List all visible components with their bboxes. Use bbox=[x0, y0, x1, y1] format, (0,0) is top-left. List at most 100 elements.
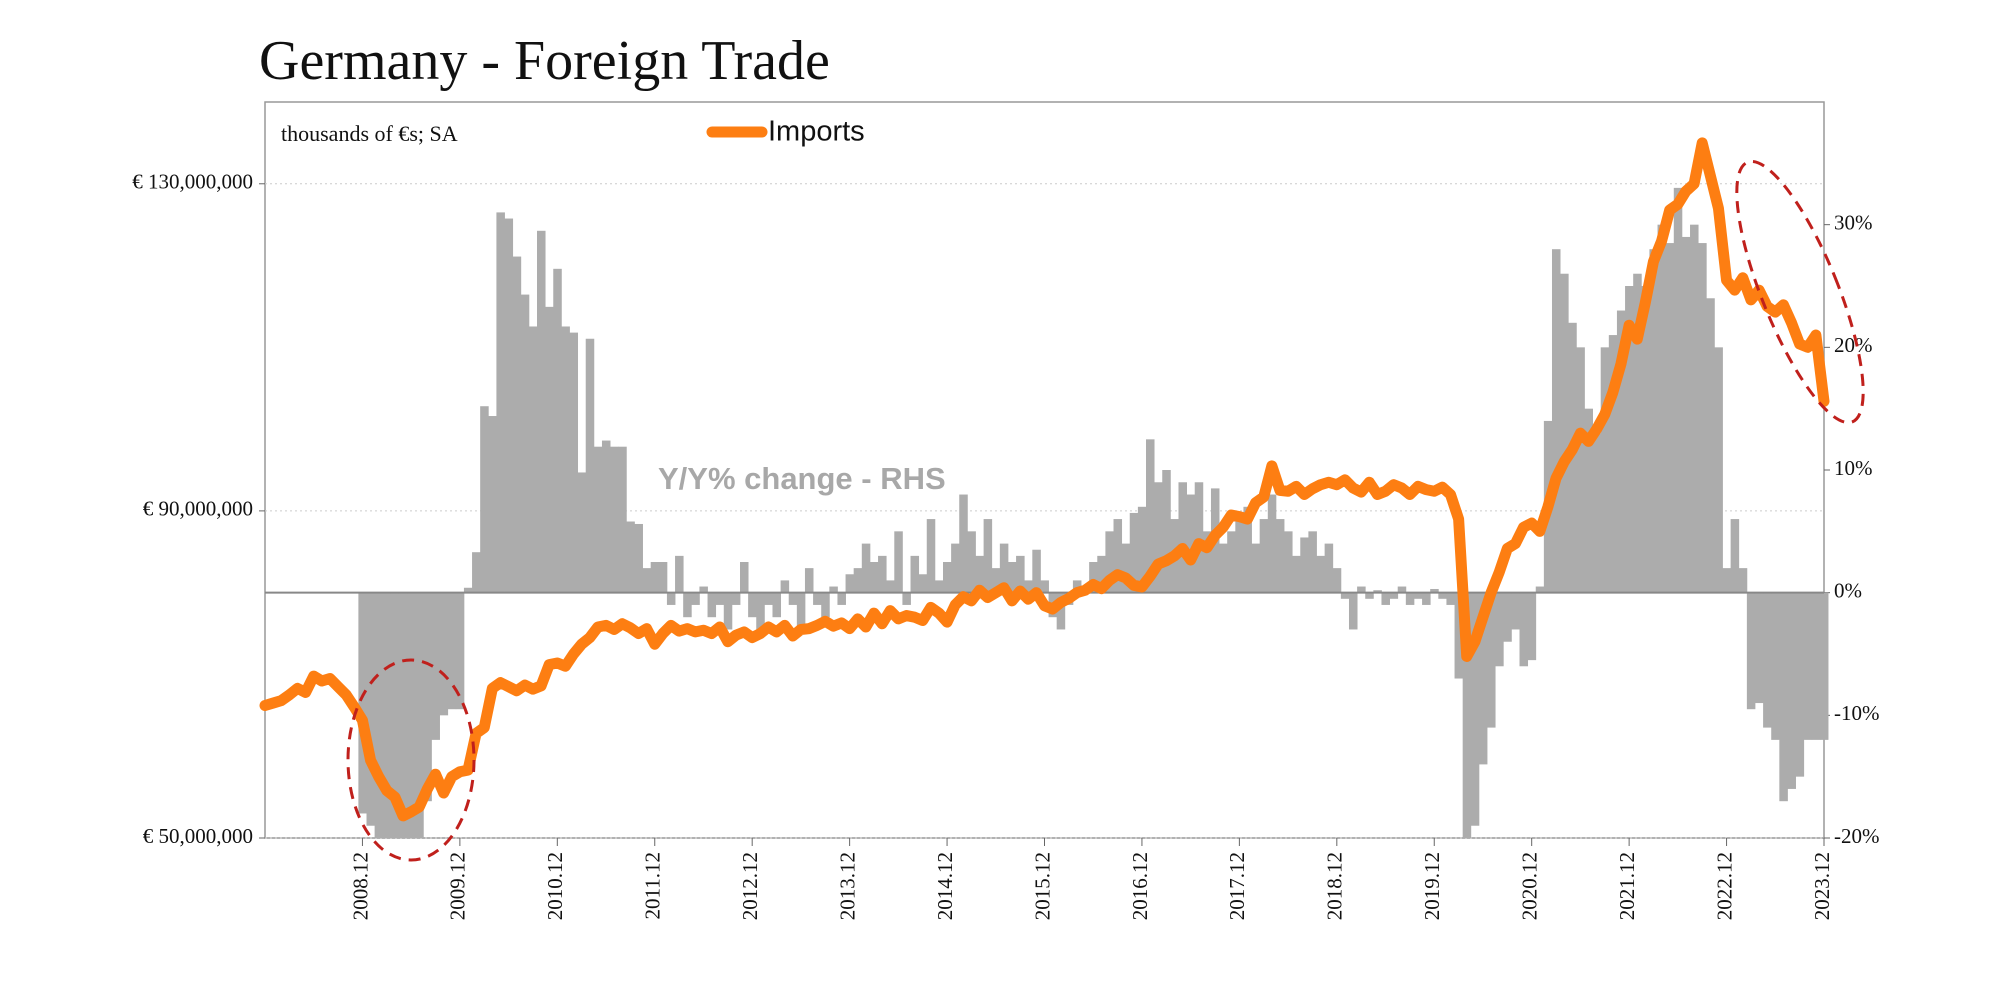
bar bbox=[1641, 286, 1650, 593]
highlight-ellipse bbox=[1735, 159, 1865, 425]
bar bbox=[829, 586, 838, 593]
bar bbox=[545, 306, 554, 593]
bar bbox=[1300, 537, 1309, 593]
bar bbox=[1340, 592, 1350, 599]
bar bbox=[1381, 592, 1390, 605]
bar bbox=[504, 218, 514, 593]
bar bbox=[642, 568, 652, 593]
y2-tick-label: -20% bbox=[1834, 824, 1880, 848]
bar bbox=[1129, 512, 1139, 593]
bar bbox=[407, 592, 416, 838]
bar bbox=[1365, 592, 1374, 599]
line bbox=[259, 137, 1830, 822]
bar bbox=[1162, 470, 1171, 593]
bar bbox=[626, 521, 635, 593]
bar bbox=[1746, 592, 1756, 710]
bar bbox=[1738, 568, 1748, 593]
marks: € 50,000,000 € 90,000,000 € 130,000,000 -20… bbox=[132, 137, 1880, 920]
bar bbox=[439, 592, 449, 716]
bar bbox=[1584, 408, 1593, 593]
bar bbox=[1608, 335, 1618, 593]
annotation: Y/Y% change - RHS bbox=[658, 461, 946, 496]
bar bbox=[837, 592, 846, 605]
bar bbox=[610, 446, 619, 593]
bar bbox=[691, 592, 700, 605]
bar bbox=[699, 586, 708, 593]
y-tick-label: € 130,000,000 bbox=[132, 170, 253, 194]
bar bbox=[1357, 586, 1366, 593]
bar bbox=[1194, 482, 1204, 593]
bar bbox=[991, 568, 1001, 593]
x-tick-label: 2012.12 bbox=[738, 852, 762, 920]
bar bbox=[1787, 592, 1796, 789]
x-tick-label: 2022.12 bbox=[1712, 852, 1736, 920]
bar bbox=[1446, 592, 1455, 605]
bar bbox=[1105, 531, 1114, 593]
bar bbox=[1681, 236, 1691, 593]
bar bbox=[975, 555, 985, 593]
x-tick-label: 2023.12 bbox=[1810, 852, 1834, 920]
bar bbox=[455, 592, 465, 710]
bar bbox=[488, 416, 497, 593]
bar bbox=[1535, 586, 1545, 593]
bar bbox=[1470, 592, 1480, 826]
x-tick-label: 2018.12 bbox=[1323, 852, 1347, 920]
bar bbox=[1625, 286, 1634, 593]
bar bbox=[1698, 243, 1707, 593]
x-tick-label: 2015.12 bbox=[1030, 852, 1054, 920]
bar bbox=[1730, 519, 1740, 593]
bar bbox=[1576, 347, 1585, 593]
bar bbox=[561, 326, 570, 593]
bar bbox=[1056, 592, 1066, 630]
y-tick-label: € 50,000,000 bbox=[143, 824, 253, 848]
bar bbox=[593, 446, 603, 593]
bar bbox=[869, 562, 879, 593]
bar bbox=[415, 592, 424, 838]
bar bbox=[634, 523, 643, 593]
bar bbox=[910, 555, 920, 593]
bar bbox=[723, 592, 733, 630]
bar bbox=[1397, 586, 1407, 593]
bar bbox=[918, 574, 928, 593]
bar bbox=[796, 592, 806, 630]
bar bbox=[1243, 506, 1252, 593]
bar bbox=[601, 440, 611, 593]
y2-tick-label: -10% bbox=[1834, 701, 1880, 725]
bar bbox=[1487, 592, 1496, 728]
bar bbox=[447, 592, 457, 710]
bar bbox=[658, 562, 668, 593]
bar bbox=[1040, 580, 1049, 593]
bar bbox=[480, 406, 489, 593]
bar bbox=[1430, 588, 1439, 593]
bar bbox=[1706, 298, 1715, 593]
bar bbox=[1771, 592, 1780, 740]
bar bbox=[813, 592, 822, 605]
bar bbox=[1551, 249, 1561, 593]
bar bbox=[1511, 592, 1520, 630]
bar bbox=[463, 587, 473, 593]
bar bbox=[926, 519, 936, 593]
bar bbox=[358, 592, 367, 814]
bar bbox=[853, 568, 863, 593]
bar bbox=[894, 531, 903, 593]
bar bbox=[1422, 592, 1431, 605]
bar bbox=[618, 446, 627, 593]
bar bbox=[1219, 543, 1228, 593]
subtitle: thousands of €s; SA bbox=[281, 121, 458, 146]
bar bbox=[1478, 592, 1488, 765]
bar bbox=[1811, 592, 1821, 740]
bar bbox=[1284, 531, 1293, 593]
bar bbox=[1032, 549, 1041, 593]
bar bbox=[683, 592, 692, 618]
highlight-ellipse bbox=[346, 658, 476, 862]
bar bbox=[472, 552, 481, 593]
bar bbox=[1519, 592, 1529, 667]
bar bbox=[1600, 347, 1610, 593]
bar bbox=[1389, 592, 1399, 599]
bar bbox=[1202, 531, 1212, 593]
y2-tick-label: 0% bbox=[1834, 578, 1862, 602]
bar bbox=[967, 531, 976, 593]
bar bbox=[959, 494, 968, 593]
y2-tick-label: 10% bbox=[1834, 456, 1873, 480]
